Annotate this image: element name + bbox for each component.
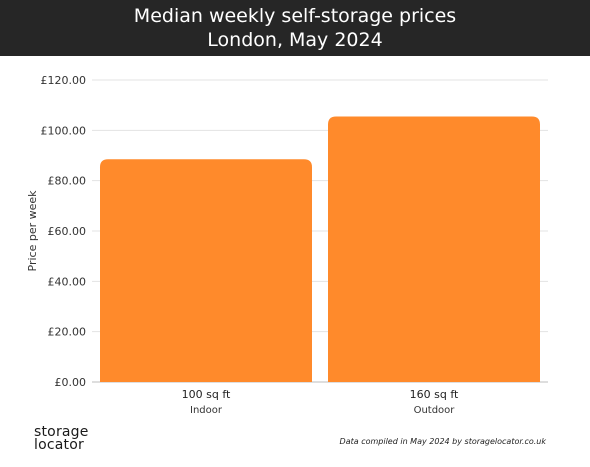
x-category-label: 100 sq ft (182, 388, 231, 401)
y-tick-label: £0.00 (55, 376, 87, 389)
y-axis-label: Price per week (26, 190, 39, 272)
storagelocator-logo: storage locator (34, 424, 89, 453)
x-category-label: 160 sq ft (410, 388, 459, 401)
chart-title: Median weekly self-storage prices (133, 5, 457, 27)
y-tick-label: £80.00 (48, 175, 87, 188)
x-category-sublabel: Outdoor (414, 405, 456, 416)
y-tick-label: £60.00 (48, 225, 87, 238)
y-tick-label: £100.00 (41, 124, 87, 137)
x-category-sublabel: Indoor (190, 405, 223, 416)
y-tick-label: £40.00 (48, 275, 87, 288)
chart-header: Median weekly self-storage prices London… (0, 0, 590, 56)
y-tick-label: £20.00 (48, 326, 87, 339)
bar-1 (100, 159, 312, 382)
y-tick-label: £120.00 (41, 74, 87, 87)
logo-line-2: locator (34, 437, 84, 453)
bar-2 (328, 116, 540, 382)
bar-chart: £0.00 £20.00 £40.00 £60.00 £80.00 £100.00 £120… (26, 74, 548, 416)
data-source-note: Data compiled in May 2024 by storageloca… (339, 437, 546, 446)
chart-subtitle: London, May 2024 (207, 29, 383, 51)
logo-line-1: storage (34, 424, 89, 440)
